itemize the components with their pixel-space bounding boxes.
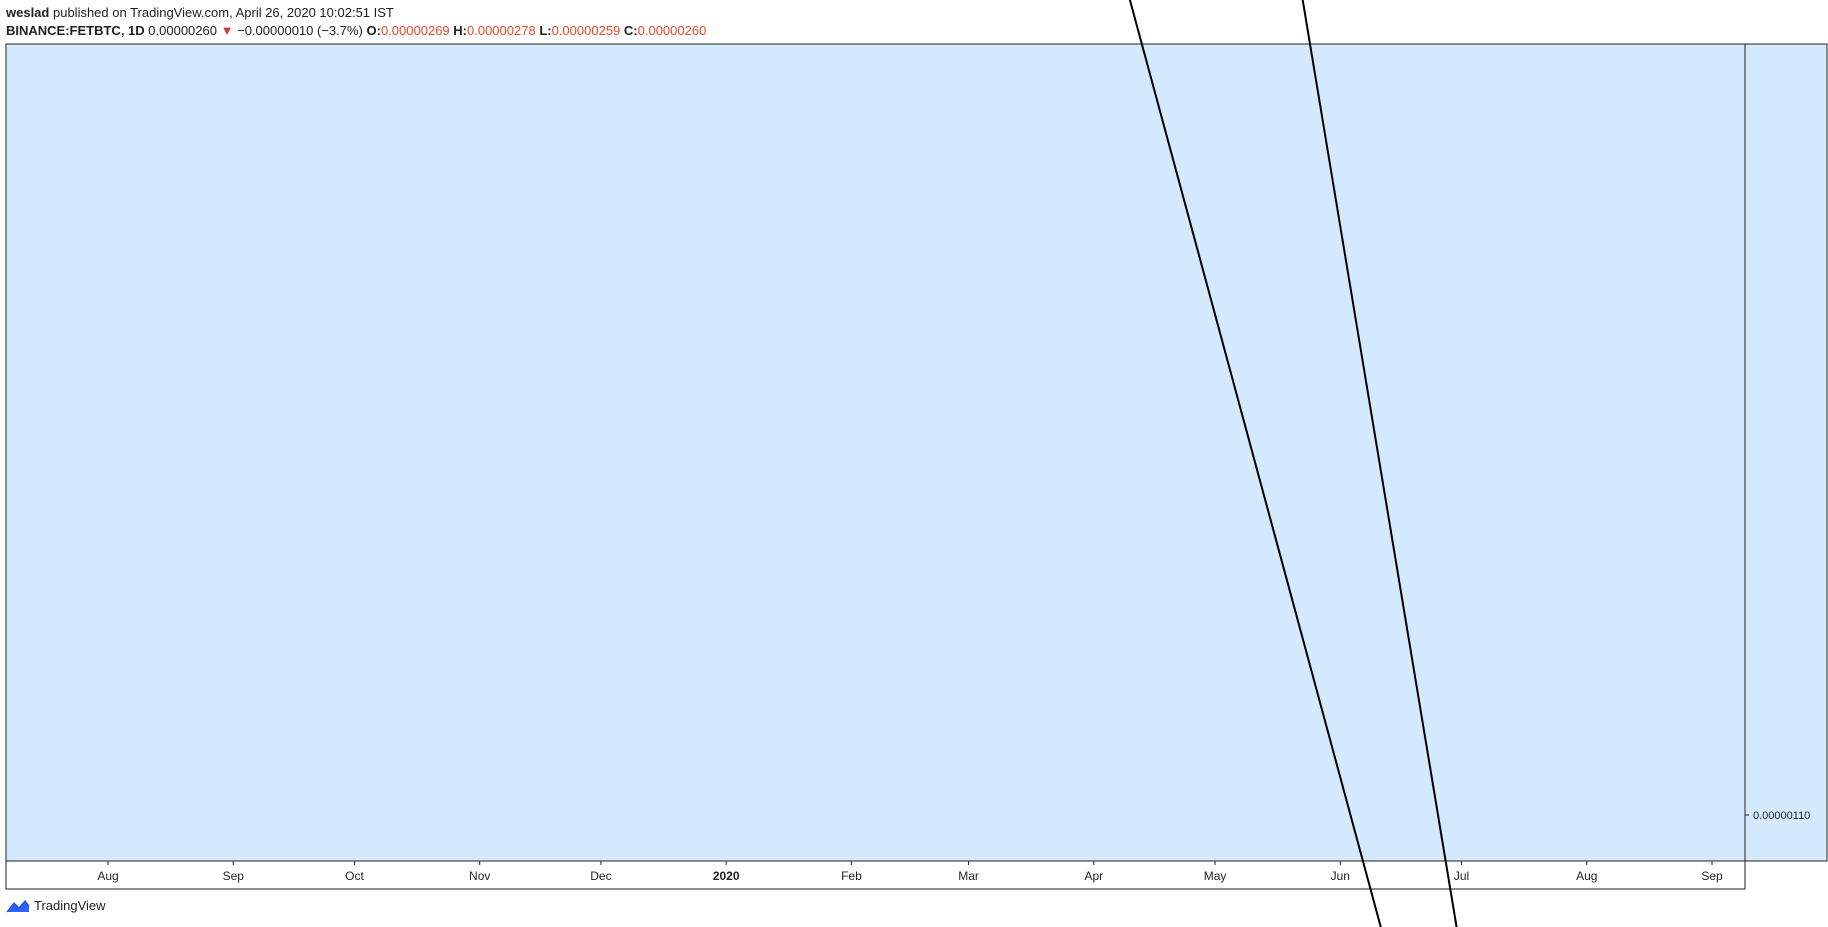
author-name[interactable]: weslad xyxy=(6,5,50,20)
close-label: C: xyxy=(623,23,638,38)
close-value: 0.00000260 xyxy=(637,23,707,38)
time-tick-label: Aug xyxy=(97,869,118,883)
low-value: 0.00000259 xyxy=(551,23,621,38)
time-ticks-group: Aug Sep Oct Nov Dec 2020 Feb Mar Apr May Jun Jul Aug… xyxy=(97,861,1723,883)
last-price: 0.00000260 xyxy=(148,23,217,38)
time-axis[interactable] xyxy=(5,860,1746,890)
time-tick-label: Feb xyxy=(841,869,862,883)
publish-info: weslad published on TradingView.com, Apr… xyxy=(6,5,394,20)
time-tick-label: Nov xyxy=(469,869,490,883)
inner-support-trendline xyxy=(1301,0,1458,927)
time-tick-label: Apr xyxy=(1084,869,1103,883)
time-tick-label: Aug xyxy=(1576,869,1597,883)
price-change: −0.00000010 (−3.7%) xyxy=(237,23,363,38)
time-tick-label: Mar xyxy=(958,869,979,883)
footer-brand[interactable]: TradingView xyxy=(34,898,106,913)
tradingview-logo-icon xyxy=(6,899,30,912)
low-label: L: xyxy=(539,23,552,38)
time-tick-label: Oct xyxy=(345,869,364,883)
time-tick-label: Sep xyxy=(1701,869,1723,883)
tradingview-footer[interactable]: TradingView xyxy=(6,898,106,913)
price-axis[interactable] xyxy=(1744,43,1828,862)
plot-area[interactable] xyxy=(5,43,1746,862)
time-tick-label: May xyxy=(1204,869,1227,883)
high-label: H: xyxy=(453,23,467,38)
trendlines-group xyxy=(1128,0,1458,927)
lower-support-trendline xyxy=(1128,0,1382,927)
price-tick-label: 0.00000110 xyxy=(1753,810,1810,822)
open-label: O: xyxy=(366,23,381,38)
time-tick-label: Jun xyxy=(1331,869,1350,883)
published-text: published on TradingView.com, April 26, … xyxy=(52,5,394,20)
price-ticks-group: 0.000014000.000013000.000012000.00001100… xyxy=(1745,810,1810,822)
symbol-name[interactable]: BINANCE:FETBTC, 1D xyxy=(6,23,145,38)
open-value: 0.00000269 xyxy=(380,23,450,38)
time-tick-label: 2020 xyxy=(713,869,740,883)
high-value: 0.00000278 xyxy=(467,23,536,38)
time-tick-label: Dec xyxy=(590,869,611,883)
time-tick-label: Sep xyxy=(223,869,245,883)
down-arrow-icon: ▼ xyxy=(220,23,234,38)
symbol-legend: BINANCE:FETBTC, 1D 0.00000260 ▼ −0.00000… xyxy=(6,23,706,38)
time-tick-label: Jul xyxy=(1454,869,1469,883)
